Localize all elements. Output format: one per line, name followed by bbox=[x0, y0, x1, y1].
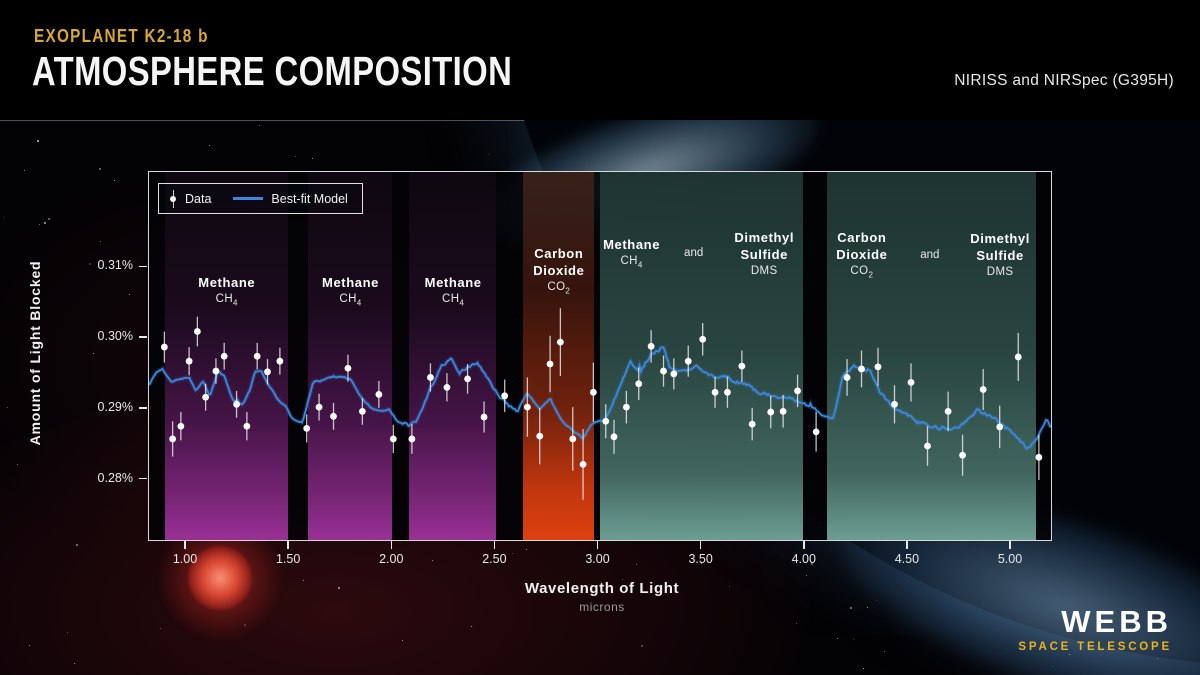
star bbox=[6, 407, 8, 409]
legend-item-data: Data bbox=[169, 189, 212, 208]
star bbox=[700, 562, 702, 564]
star bbox=[38, 223, 40, 225]
star bbox=[113, 180, 115, 182]
star bbox=[75, 544, 78, 547]
data-point-icon bbox=[169, 189, 177, 208]
star bbox=[471, 626, 473, 628]
star bbox=[622, 578, 624, 580]
star bbox=[74, 663, 76, 665]
star bbox=[811, 562, 814, 565]
star bbox=[795, 623, 797, 625]
absorption-bands bbox=[149, 172, 1051, 540]
band-co2-dms bbox=[826, 172, 1037, 540]
star bbox=[1051, 666, 1053, 668]
star bbox=[28, 644, 30, 646]
star bbox=[44, 222, 47, 225]
star bbox=[875, 599, 877, 601]
star bbox=[311, 158, 313, 160]
star bbox=[837, 637, 839, 639]
star bbox=[1069, 654, 1071, 656]
star bbox=[98, 168, 101, 171]
eyebrow-title: EXOPLANET K2-18 b bbox=[34, 26, 209, 46]
star bbox=[728, 586, 730, 588]
star bbox=[47, 218, 50, 221]
band-methane-3 bbox=[409, 172, 496, 540]
star bbox=[432, 560, 434, 562]
star bbox=[36, 139, 39, 142]
star bbox=[17, 464, 19, 466]
star bbox=[511, 553, 513, 555]
spectrum-plot bbox=[148, 171, 1052, 541]
star bbox=[488, 153, 490, 155]
model-line-icon bbox=[233, 197, 264, 200]
star bbox=[852, 639, 854, 640]
webb-logo-subtitle: SPACE TELESCOPE bbox=[1018, 641, 1172, 653]
star bbox=[401, 639, 403, 641]
star bbox=[302, 579, 304, 581]
legend-data-label: Data bbox=[185, 191, 212, 206]
webb-logo: WEBB SPACE TELESCOPE bbox=[1018, 606, 1172, 653]
header: EXOPLANET K2-18 b ATMOSPHERE COMPOSITION… bbox=[0, 0, 1200, 120]
star bbox=[259, 124, 261, 126]
star bbox=[3, 217, 5, 219]
star bbox=[295, 156, 297, 158]
star bbox=[1156, 657, 1158, 659]
star bbox=[89, 262, 91, 265]
band-methane-1 bbox=[164, 172, 288, 540]
star bbox=[129, 293, 131, 295]
star bbox=[526, 549, 528, 551]
star bbox=[850, 606, 853, 609]
band-carbon-dioxide bbox=[522, 172, 594, 540]
star bbox=[66, 631, 68, 633]
star bbox=[208, 144, 210, 146]
star bbox=[338, 587, 341, 590]
legend: Data Best-fit Model bbox=[158, 183, 363, 214]
legend-model-label: Best-fit Model bbox=[271, 191, 348, 206]
star bbox=[635, 564, 637, 566]
band-methane-2 bbox=[308, 172, 392, 540]
star bbox=[866, 607, 868, 609]
star bbox=[862, 668, 864, 670]
page-title: ATMOSPHERE COMPOSITION bbox=[32, 48, 513, 94]
star bbox=[641, 645, 644, 648]
star bbox=[24, 169, 26, 171]
star bbox=[159, 627, 161, 629]
red-dwarf-star bbox=[188, 546, 252, 610]
star bbox=[99, 240, 101, 242]
instrument-label: NIRISS and NIRSpec (G395H) bbox=[954, 72, 1174, 89]
webb-logo-name: WEBB bbox=[1061, 604, 1172, 639]
star bbox=[883, 651, 885, 653]
band-methane-dms bbox=[600, 172, 804, 540]
star bbox=[806, 575, 808, 577]
legend-item-model: Best-fit Model bbox=[233, 191, 348, 206]
star bbox=[93, 353, 95, 355]
